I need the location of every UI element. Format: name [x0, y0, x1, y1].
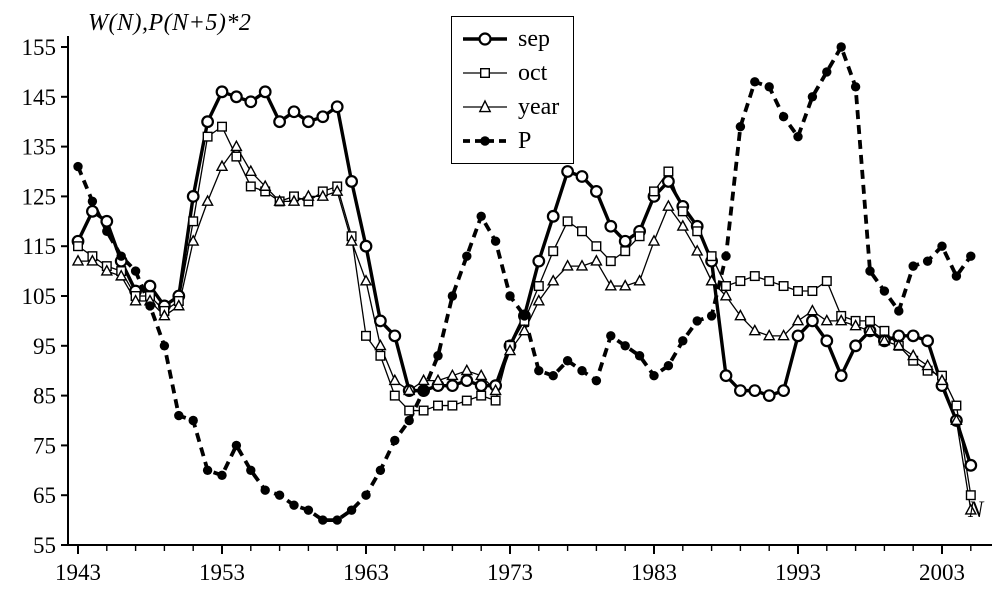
svg-text:115: 115 [22, 234, 56, 259]
svg-text:1983: 1983 [631, 560, 677, 585]
legend-label-oct: oct [518, 60, 548, 86]
legend-sample-sep-open-circle-icon [463, 32, 507, 46]
legend-sample-P-filled-circle-icon [463, 136, 507, 146]
legend-label-sep: sep [518, 26, 550, 52]
legend-label-p: year [518, 94, 560, 120]
svg-text:85: 85 [33, 384, 56, 409]
svg-text:1963: 1963 [343, 560, 389, 585]
x-axis-title: N [968, 497, 984, 522]
svg-text:145: 145 [22, 85, 57, 110]
svg-text:135: 135 [22, 135, 57, 160]
legend-sample-year-open-triangle-icon [463, 99, 507, 113]
legend: sep oct year P [451, 16, 575, 164]
svg-text:65: 65 [33, 483, 56, 508]
svg-text:55: 55 [33, 533, 56, 558]
legend-item-sep: sep [461, 22, 559, 56]
legend-item-oct: oct [461, 56, 559, 90]
svg-text:125: 125 [22, 184, 57, 209]
svg-text:105: 105 [22, 284, 57, 309]
svg-text:75: 75 [33, 433, 56, 458]
svg-text:155: 155 [22, 35, 57, 60]
series-markers-sep [71, 85, 978, 472]
series-markers-P [73, 42, 976, 525]
x-axis: 1943 1953 1963 1973 1983 1993 2003 [55, 545, 972, 585]
svg-text:2003: 2003 [919, 560, 965, 585]
legend-item-year: year [461, 90, 559, 124]
series-line-P [76, 45, 973, 522]
legend-item-P: P [461, 124, 559, 158]
legend-label-P: P [518, 128, 532, 154]
y-axis: 55 65 75 85 95 105 115 125 135 145 155 [22, 35, 68, 558]
legend-sample-oct-open-square-icon [463, 67, 507, 79]
svg-text:1943: 1943 [55, 560, 101, 585]
series-markers-year [71, 139, 977, 515]
svg-text:1953: 1953 [199, 560, 245, 585]
svg-text:1993: 1993 [775, 560, 821, 585]
y-axis-title: W(N),P(N+5)*2 [88, 10, 252, 36]
svg-text:1973: 1973 [487, 560, 533, 585]
svg-text:95: 95 [33, 334, 56, 359]
